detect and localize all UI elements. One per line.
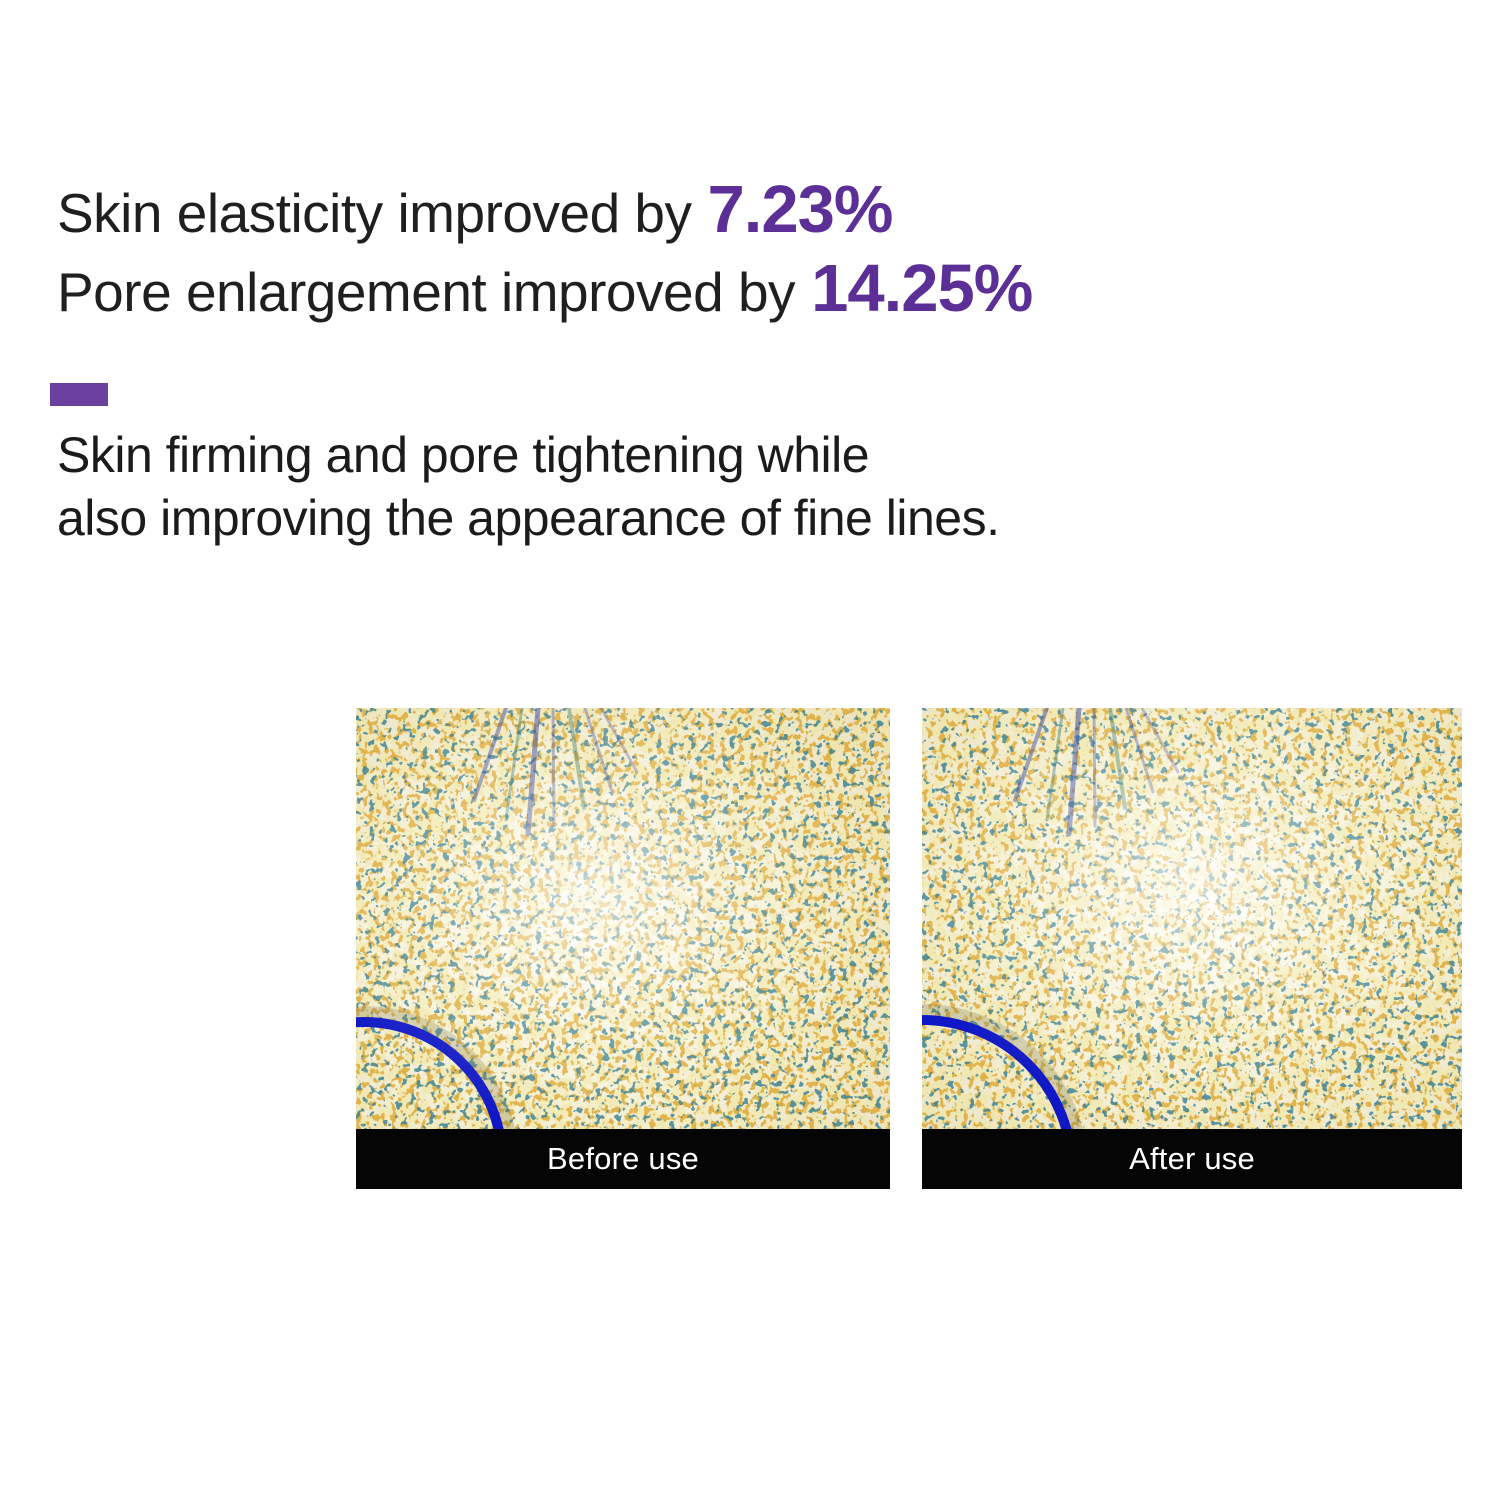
before-skin-image <box>356 708 890 1129</box>
headline-2-value: 14.25% <box>811 251 1033 326</box>
after-caption-bar: After use <box>922 1129 1462 1189</box>
headline-1-text: Skin elasticity improved by <box>57 182 692 244</box>
headline-line-1: Skin elasticity improved by 7.23% <box>57 172 1032 251</box>
accent-bar <box>50 383 108 406</box>
after-skin-image <box>922 708 1462 1129</box>
headline-1-value: 7.23% <box>707 172 894 247</box>
subtitle: Skin firming and pore tightening while a… <box>57 424 1000 550</box>
headline: Skin elasticity improved by 7.23% Pore en… <box>57 172 1033 330</box>
headline-2-text: Pore enlargement improved by <box>57 261 796 323</box>
subtitle-line-1: Skin firming and pore tightening while <box>57 427 870 483</box>
before-caption: Before use <box>547 1141 699 1176</box>
before-caption-bar: Before use <box>356 1129 890 1189</box>
after-photo: After use <box>922 708 1462 1189</box>
subtitle-line-2: also improving the appearance of fine li… <box>57 490 1000 546</box>
headline-line-2: Pore enlargement improved by 14.25% <box>57 251 1033 330</box>
after-caption: After use <box>1129 1141 1255 1176</box>
before-photo: Before use <box>356 708 890 1189</box>
